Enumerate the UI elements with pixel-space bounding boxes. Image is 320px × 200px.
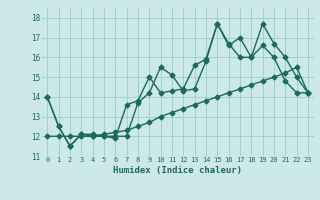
X-axis label: Humidex (Indice chaleur): Humidex (Indice chaleur)	[113, 166, 242, 175]
